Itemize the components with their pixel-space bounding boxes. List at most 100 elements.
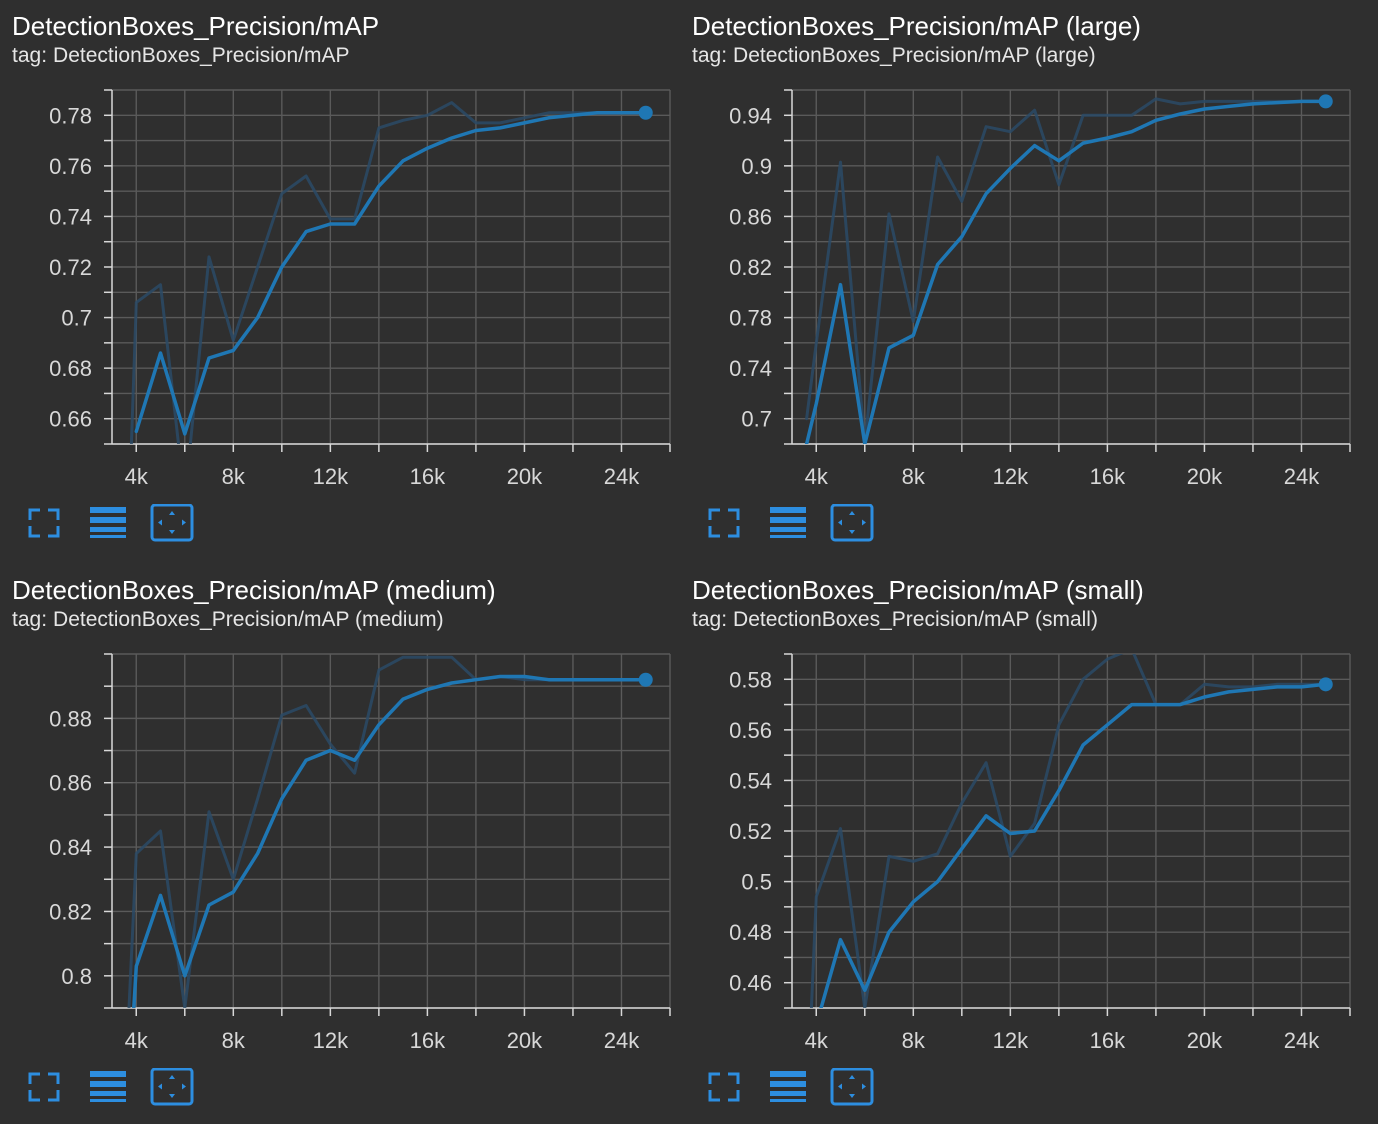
y-tick-label: 0.58 [729,667,772,692]
y-tick-label: 0.8 [61,964,92,989]
plot-area [804,97,1328,444]
raw-series-line [809,654,1328,1008]
fit-domain-icon [830,1068,874,1106]
tag-label: tag: [12,44,48,67]
raw-series-line [805,97,1328,444]
lines-icon [770,507,806,538]
last-point-marker [638,105,653,120]
last-point-marker [1318,94,1333,109]
y-tick-label: 0.88 [49,706,92,731]
last-point-marker [1318,677,1333,692]
x-tick-label: 4k [805,1028,829,1053]
expand-icon [708,508,740,538]
line-chart[interactable]: 0.66 0.68 0.7 0.72 0.74 0.76 0.78 4k 8k 12k 16k 20k… [0,0,680,500]
y-tick-label: 0.66 [49,407,92,432]
tag-value: DetectionBoxes_Precision/mAP [53,44,350,67]
tag-label: tag: [12,608,48,631]
y-tick-label: 0.48 [729,920,772,945]
expand-icon [28,508,60,538]
chart-card-map-medium: DetectionBoxes_Precision/mAP (medium) ta… [0,564,680,1124]
fullscreen-button[interactable] [22,504,66,542]
x-tick-label: 4k [805,464,829,489]
x-tick-label: 24k [1284,464,1320,489]
x-tick-label: 12k [313,1028,349,1053]
y-tick-label: 0.86 [49,771,92,796]
plot-area [127,655,648,1008]
chart-tag: tag: DetectionBoxes_Precision/mAP (large) [692,42,1096,70]
last-point-marker [638,672,653,687]
toggle-log-scale-button[interactable] [766,504,810,542]
y-tick-label: 0.84 [49,835,92,860]
fit-domain-icon [150,504,194,542]
line-chart[interactable]: 0.46 0.48 0.5 0.52 0.54 0.56 0.58 4k 8k 12k 16k 20k… [680,564,1360,1064]
y-tick-label: 0.74 [49,204,92,229]
x-tick-label: 20k [507,1028,543,1053]
chart-tag: tag: DetectionBoxes_Precision/mAP (small) [692,606,1098,634]
line-chart[interactable]: 0.7 0.74 0.78 0.82 0.86 0.9 0.94 4k 8k 12k 16k 20k 2… [680,0,1360,500]
tag-value: DetectionBoxes_Precision/mAP (medium) [53,608,444,631]
y-tick-label: 0.74 [729,356,772,381]
lines-icon [90,507,126,538]
lines-icon [90,1071,126,1102]
chart-tag: tag: DetectionBoxes_Precision/mAP (medium… [12,606,444,634]
fullscreen-button[interactable] [22,1068,66,1106]
plot-area [129,101,648,444]
fit-domain-button[interactable] [150,504,194,542]
toggle-log-scale-button[interactable] [86,504,130,542]
y-tick-label: 0.78 [729,306,772,331]
line-chart[interactable]: 0.8 0.82 0.84 0.86 0.88 4k 8k 12k 16k 20k 24k [0,564,680,1064]
x-tick-label: 16k [410,464,446,489]
chart-title: DetectionBoxes_Precision/mAP (medium) [12,575,496,605]
y-tick-label: 0.54 [729,768,772,793]
x-tick-label: 20k [507,464,543,489]
y-tick-label: 0.86 [729,204,772,229]
y-tick-label: 0.82 [729,255,772,280]
smoothed-series-line [132,674,648,1008]
chart-title: DetectionBoxes_Precision/mAP [12,11,380,41]
chart-title: DetectionBoxes_Precision/mAP (large) [692,11,1141,41]
x-tick-label: 8k [222,1028,246,1053]
toggle-log-scale-button[interactable] [766,1068,810,1106]
x-tick-label: 12k [993,464,1029,489]
y-tick-label: 0.68 [49,356,92,381]
x-tick-label: 16k [1090,464,1126,489]
y-tick-label: 0.82 [49,899,92,924]
y-tick-label: 0.52 [729,819,772,844]
y-tick-label: 0.7 [741,407,772,432]
plot-area [809,654,1328,1008]
fit-domain-button[interactable] [830,1068,874,1106]
chart-card-map-large: DetectionBoxes_Precision/mAP (large) tag… [680,0,1360,560]
expand-icon [28,1072,60,1102]
tag-value: DetectionBoxes_Precision/mAP (large) [733,44,1096,67]
fullscreen-button[interactable] [702,1068,746,1106]
x-tick-label: 12k [993,1028,1029,1053]
toggle-log-scale-button[interactable] [86,1068,130,1106]
x-tick-label: 8k [902,1028,926,1053]
x-tick-label: 24k [604,1028,640,1053]
raw-series-line [127,655,648,1008]
smoothed-series-line [134,111,648,436]
expand-icon [708,1072,740,1102]
smoothed-series-line [819,682,1328,1008]
raw-series-line [129,101,648,444]
y-tick-label: 0.56 [729,718,772,743]
fullscreen-button[interactable] [702,504,746,542]
y-tick-label: 0.78 [49,103,92,128]
tag-value: DetectionBoxes_Precision/mAP (small) [733,608,1098,631]
y-tick-label: 0.46 [729,971,772,996]
smoothed-series-line [804,99,1328,444]
tag-label: tag: [692,44,728,67]
x-tick-label: 24k [604,464,640,489]
y-tick-label: 0.7 [61,306,92,331]
x-tick-label: 16k [410,1028,446,1053]
y-tick-label: 0.76 [49,154,92,179]
x-tick-label: 4k [125,464,149,489]
x-tick-label: 24k [1284,1028,1320,1053]
tag-label: tag: [692,608,728,631]
fit-domain-button[interactable] [830,504,874,542]
chart-card-map: DetectionBoxes_Precision/mAP tag: Detecti… [0,0,680,560]
y-tick-label: 0.9 [741,154,772,179]
x-tick-label: 8k [222,464,246,489]
y-tick-label: 0.5 [741,870,772,895]
fit-domain-button[interactable] [150,1068,194,1106]
